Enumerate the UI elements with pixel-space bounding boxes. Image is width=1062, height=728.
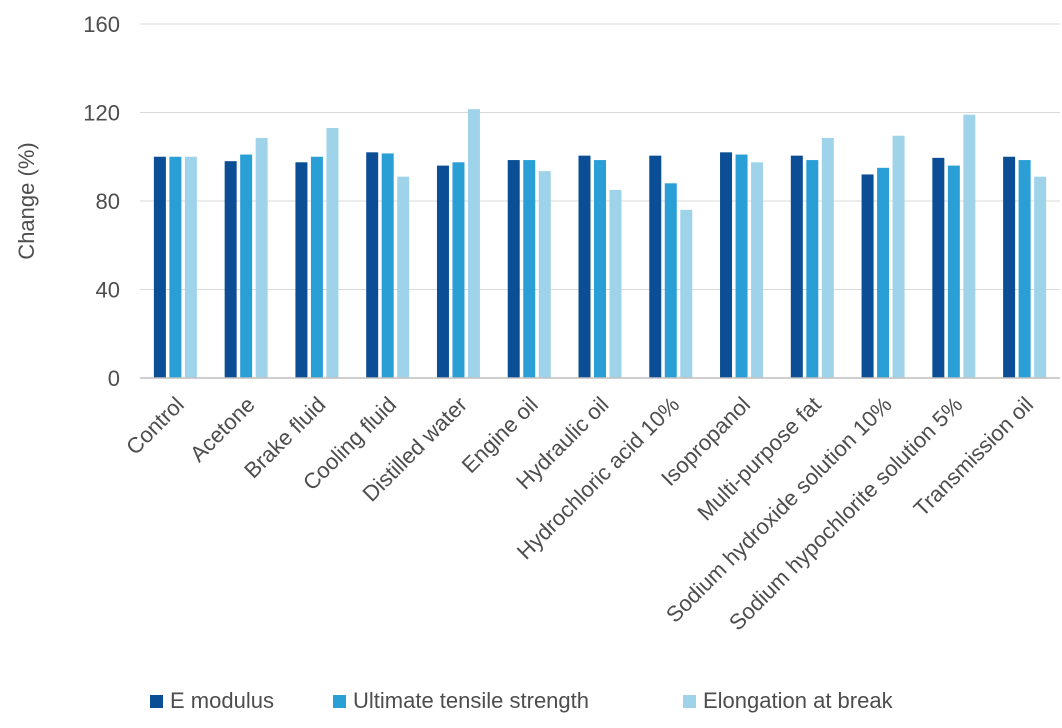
- bar: [1034, 176, 1047, 378]
- bar: [821, 137, 834, 378]
- bar: [680, 209, 693, 378]
- bar: [947, 165, 960, 378]
- bar: [649, 155, 662, 378]
- bar: [255, 137, 268, 378]
- bar: [1003, 156, 1016, 378]
- legend-swatch: [683, 695, 696, 708]
- bar: [240, 154, 253, 378]
- legend-label: E modulus: [170, 688, 274, 713]
- y-tick-label: 80: [96, 189, 120, 214]
- bar: [735, 154, 748, 378]
- bar: [932, 157, 945, 378]
- bar: [295, 162, 308, 378]
- x-category-label: Multi-purpose fat: [692, 392, 826, 526]
- legend-swatch: [333, 695, 346, 708]
- bar: [877, 167, 890, 378]
- legend-swatch: [150, 695, 163, 708]
- bar: [578, 155, 591, 378]
- bar: [184, 156, 197, 378]
- bar: [790, 155, 803, 378]
- bar: [381, 153, 394, 378]
- bar: [720, 152, 733, 378]
- bar: [594, 160, 606, 378]
- bar: [1018, 160, 1031, 378]
- y-tick-label: 0: [108, 366, 120, 391]
- x-category-label: Control: [121, 392, 189, 460]
- axes: 0 40 80 120 160: [83, 12, 1060, 391]
- bar: [326, 127, 339, 378]
- bar: [169, 156, 182, 378]
- y-axis-title: Change (%): [14, 142, 39, 259]
- bar: [861, 174, 874, 378]
- bar: [523, 160, 536, 378]
- x-category-label: Transmission oil: [909, 392, 1038, 521]
- y-tick-label: 40: [96, 278, 120, 303]
- legend-label: Elongation at break: [703, 688, 894, 713]
- y-tick-label: 120: [83, 101, 120, 126]
- legend: E modulus Ultimate tensile strength Elonga…: [150, 688, 894, 713]
- bar: [664, 183, 677, 378]
- bar: [310, 156, 323, 378]
- legend-label: Ultimate tensile strength: [353, 688, 589, 713]
- bar: [366, 152, 379, 378]
- bars: [153, 109, 1047, 379]
- bar: [963, 114, 976, 379]
- bar: [452, 162, 465, 378]
- bar: [892, 135, 905, 378]
- bar: [436, 165, 449, 378]
- bar: [806, 160, 819, 378]
- bar: [751, 162, 764, 378]
- bar: [467, 109, 480, 379]
- bar: [538, 171, 551, 378]
- bar: [507, 160, 520, 378]
- bar: [153, 156, 166, 378]
- y-tick-label: 160: [83, 12, 120, 37]
- bar: [397, 176, 410, 378]
- bar: [224, 161, 237, 378]
- bar: [609, 189, 622, 378]
